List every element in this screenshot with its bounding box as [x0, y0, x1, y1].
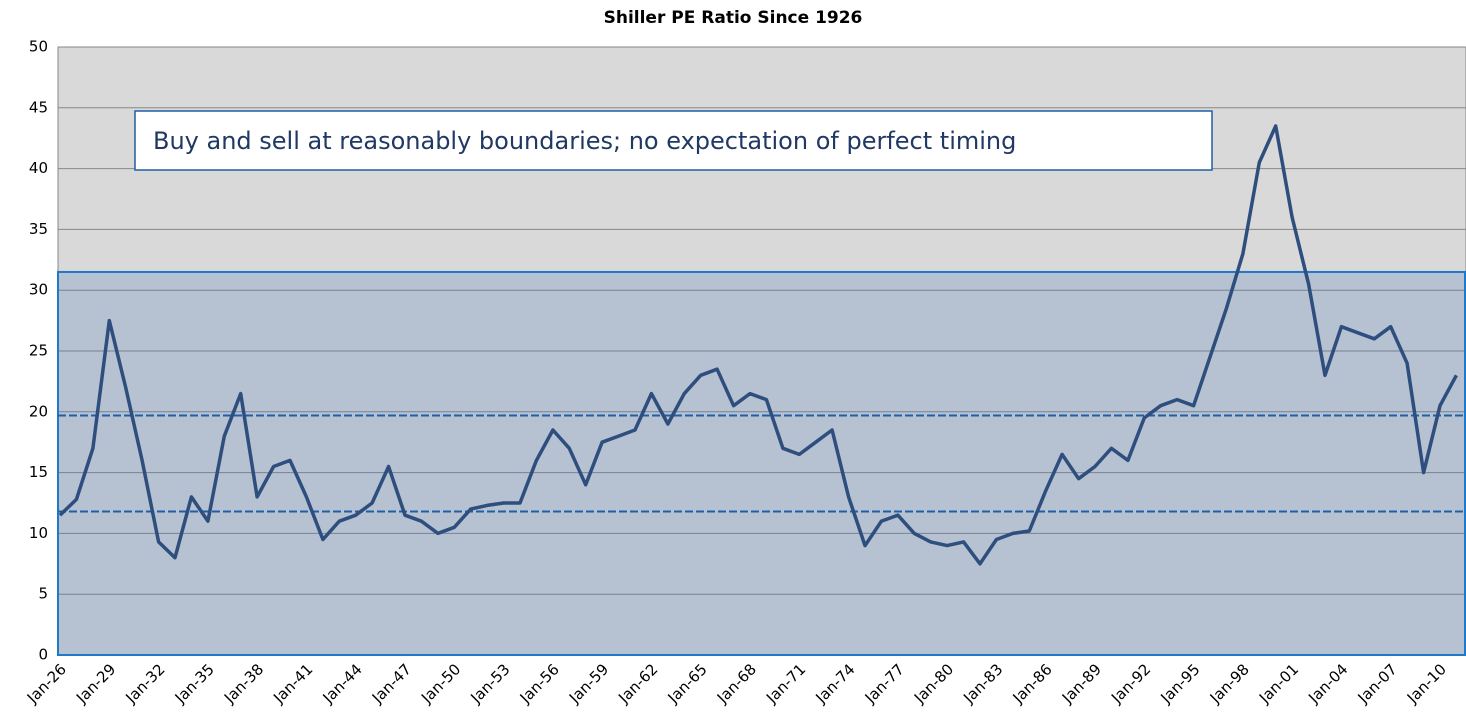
series-line: [58, 124, 1458, 566]
x-tick-label: Jan-98: [1206, 660, 1253, 707]
x-tick-label: Jan-80: [910, 660, 957, 707]
x-tick-label: Jan-01: [1255, 660, 1302, 707]
y-tick-label: 40: [29, 159, 48, 177]
y-tick-label: 30: [29, 281, 48, 299]
x-tick-label: Jan-53: [466, 660, 513, 707]
y-tick-label: 0: [38, 646, 48, 664]
y-tick-label: 15: [29, 463, 48, 481]
x-tick-label: Jan-07: [1354, 660, 1401, 707]
y-tick-label: 5: [38, 585, 48, 603]
x-tick-label: Jan-41: [269, 660, 316, 707]
x-tick-label: Jan-44: [319, 660, 366, 707]
x-tick-label: Jan-62: [614, 660, 661, 707]
x-tick-label: Jan-38: [220, 660, 267, 707]
y-tick-label: 10: [29, 524, 48, 542]
x-tick-label: Jan-10: [1403, 660, 1450, 707]
x-tick-label: Jan-71: [762, 660, 809, 707]
x-tick-label: Jan-04: [1304, 660, 1351, 707]
x-tick-label: Jan-95: [1156, 660, 1203, 707]
x-tick-label: Jan-47: [368, 660, 415, 707]
x-tick-label: Jan-29: [72, 660, 119, 707]
x-tick-label: Jan-26: [23, 660, 70, 707]
x-tick-label: Jan-59: [565, 660, 612, 707]
y-tick-label: 25: [29, 342, 48, 360]
x-tick-label: Jan-89: [1058, 660, 1105, 707]
x-tick-label: Jan-56: [516, 660, 563, 707]
y-tick-label: 20: [29, 402, 48, 420]
x-tick-label: Jan-77: [861, 660, 908, 707]
x-tick-label: Jan-86: [1009, 660, 1056, 707]
x-tick-label: Jan-83: [959, 660, 1006, 707]
x-tick-label: Jan-35: [171, 660, 218, 707]
x-tick-label: Jan-74: [811, 660, 858, 707]
annotation: Buy and sell at reasonably boundaries; n…: [153, 127, 1016, 155]
x-tick-label: Jan-65: [664, 660, 711, 707]
y-tick-label: 50: [29, 38, 48, 56]
x-tick-label: Jan-92: [1107, 660, 1154, 707]
y-tick-label: 35: [29, 220, 48, 238]
x-tick-label: Jan-68: [713, 660, 760, 707]
chart-title: Shiller PE Ratio Since 1926: [604, 8, 863, 28]
x-tick-label: Jan-32: [121, 660, 168, 707]
annotation-box: [134, 110, 1213, 171]
y-tick-label: 45: [29, 98, 48, 116]
shaded-range: [57, 270, 1466, 656]
x-tick-label: Jan-50: [417, 660, 464, 707]
